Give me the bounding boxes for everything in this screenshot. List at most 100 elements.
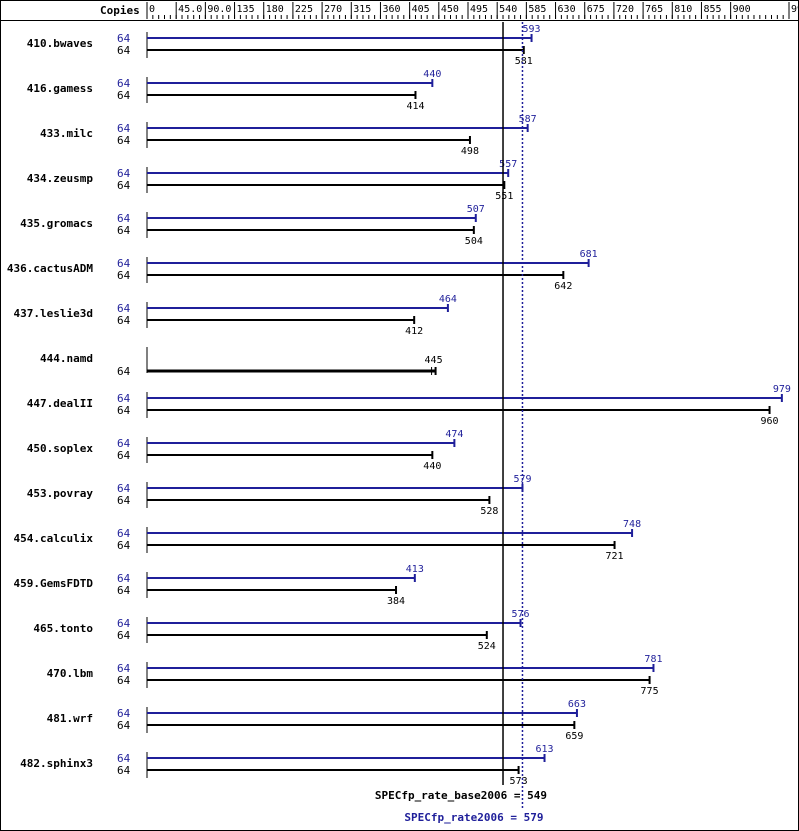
peak-copies-label: 64: [117, 572, 131, 585]
benchmark-row: 450.soplex 64 474 64 440: [27, 429, 464, 472]
peak-copies-label: 64: [117, 482, 131, 495]
base-copies-label: 64: [117, 584, 131, 597]
base-copies-label: 64: [117, 89, 131, 102]
benchmark-row: 447.dealII 64 979 64 960: [27, 384, 791, 427]
benchmark-row: 453.povray6457964528: [27, 474, 532, 517]
x-tick-label: 900: [733, 4, 751, 15]
benchmark-label: 481.wrf: [47, 712, 93, 725]
benchmark-label: 433.milc: [40, 127, 93, 140]
peak-value-label: 681: [580, 249, 598, 260]
peak-value-label: 474: [445, 429, 463, 440]
peak-copies-label: 64: [117, 122, 131, 135]
base-copies-label: 64: [117, 629, 131, 642]
x-tick-label: 90.0: [207, 4, 231, 15]
x-tick-label: 540: [499, 4, 517, 15]
x-tick-label: 0: [149, 4, 155, 15]
x-tick-label: 810: [674, 4, 692, 15]
base-value-label: 721: [606, 551, 624, 562]
peak-copies-label: 64: [117, 392, 131, 405]
base-copies-label: 64: [117, 365, 131, 378]
base-value-label: 960: [761, 416, 779, 427]
benchmark-label: 436.cactusADM: [7, 262, 93, 275]
benchmark-label: 453.povray: [27, 487, 94, 500]
base-value-label: 551: [495, 191, 513, 202]
peak-value-label: 557: [499, 159, 517, 170]
benchmark-rows: 410.bwaves 64 593 64 581 416.gamess 64 440 64 414…: [7, 24, 791, 787]
base-value-label: 445: [425, 355, 443, 366]
peak-copies-label: 64: [117, 752, 131, 765]
benchmark-label: 482.sphinx3: [20, 757, 93, 770]
base-value-label: 524: [478, 641, 496, 652]
peak-value-label: 613: [535, 744, 553, 755]
base-copies-label: 64: [117, 674, 131, 687]
benchmark-label: 416.gamess: [27, 82, 93, 95]
peak-value-label: 663: [568, 699, 586, 710]
benchmark-label: 435.gromacs: [20, 217, 93, 230]
peak-copies-label: 64: [117, 662, 131, 675]
benchmark-label: 459.GemsFDTD: [14, 577, 94, 590]
x-tick-label: 990: [791, 4, 799, 15]
peak-copies-label: 64: [117, 302, 131, 315]
x-tick-label: 180: [266, 4, 284, 15]
base-copies-label: 64: [117, 539, 131, 552]
base-copies-label: 64: [117, 449, 131, 462]
benchmark-row: 470.lbm 64 781 64 775: [47, 654, 663, 697]
base-value-label: 414: [406, 101, 424, 112]
base-copies-label: 64: [117, 314, 131, 327]
base-value-label: 659: [565, 731, 583, 742]
base-copies-label: 64: [117, 719, 131, 732]
base-copies-label: 64: [117, 44, 131, 57]
benchmark-label: 437.leslie3d: [14, 307, 93, 320]
base-value-label: 581: [515, 56, 533, 67]
peak-value-label: 781: [644, 654, 662, 665]
x-tick-label: 135: [237, 4, 255, 15]
benchmark-row: 444.namd 64 445: [40, 347, 443, 378]
base-value-label: 384: [387, 596, 405, 607]
copies-header: Copies: [100, 4, 140, 17]
benchmark-label: 470.lbm: [47, 667, 94, 680]
benchmark-row: 436.cactusADM 64 681 64 642: [7, 249, 598, 292]
base-copies-label: 64: [117, 764, 131, 777]
peak-copies-label: 64: [117, 707, 131, 720]
base-value-label: 440: [423, 461, 441, 472]
benchmark-row: 465.tonto 64 576 64 524: [33, 609, 529, 652]
x-tick-label: 405: [412, 4, 430, 15]
peak-value-label: 507: [467, 204, 485, 215]
x-tick-label: 360: [382, 4, 400, 15]
base-copies-label: 64: [117, 134, 131, 147]
benchmark-row: 482.sphinx3 64 613 64 573: [20, 744, 553, 787]
x-tick-label: 765: [645, 4, 663, 15]
peak-summary-label: SPECfp_rate2006 = 579: [404, 811, 543, 824]
benchmark-row: 410.bwaves 64 593 64 581: [27, 24, 541, 67]
base-summary-label: SPECfp_rate_base2006 = 549: [375, 789, 547, 802]
benchmark-label: 434.zeusmp: [27, 172, 94, 185]
benchmark-row: 437.leslie3d 64 464 64 412: [14, 294, 457, 337]
benchmark-label: 454.calculix: [14, 532, 94, 545]
x-tick-label: 225: [295, 4, 313, 15]
peak-value-label: 440: [423, 69, 441, 80]
benchmark-row: 433.milc 64 587 64 498: [40, 114, 537, 157]
base-value-label: 412: [405, 326, 423, 337]
peak-copies-label: 64: [117, 527, 131, 540]
base-value-label: 775: [641, 686, 659, 697]
peak-copies-label: 64: [117, 167, 131, 180]
base-copies-label: 64: [117, 269, 131, 282]
peak-copies-label: 64: [117, 77, 131, 90]
benchmark-row: 435.gromacs 64 507 64 504: [20, 204, 485, 247]
benchmark-row: 454.calculix 64 748 64 721: [14, 519, 642, 562]
x-tick-label: 450: [441, 4, 459, 15]
benchmark-label: 450.soplex: [27, 442, 94, 455]
base-value-label: 528: [480, 506, 498, 517]
x-tick-label: 270: [324, 4, 342, 15]
x-tick-label: 585: [528, 4, 546, 15]
base-value-label: 573: [510, 776, 528, 787]
benchmark-row: 434.zeusmp 64 557 64 551: [27, 159, 517, 202]
x-tick-label: 45.0: [178, 4, 202, 15]
x-tick-label: 495: [470, 4, 488, 15]
peak-copies-label: 64: [117, 212, 131, 225]
base-value-label: 642: [554, 281, 572, 292]
x-tick-label: 630: [558, 4, 576, 15]
base-copies-label: 64: [117, 224, 131, 237]
